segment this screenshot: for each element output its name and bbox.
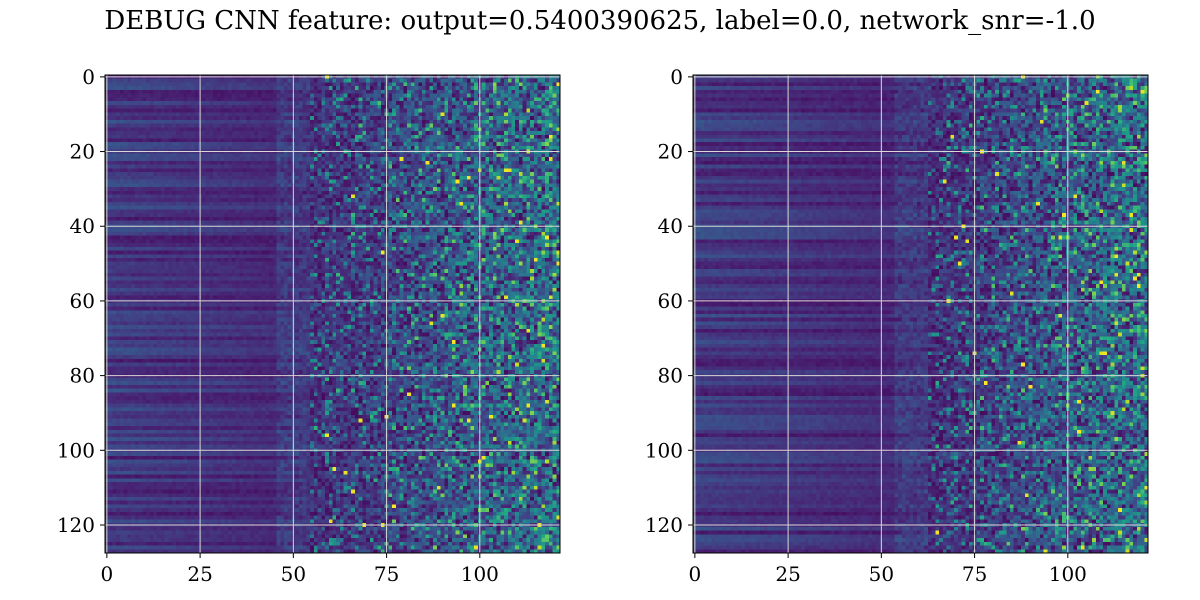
y-tick-label: 40 (658, 214, 683, 238)
y-tick-label: 100 (57, 438, 95, 462)
y-tick-label: 20 (658, 140, 683, 164)
x-tick-label: 0 (688, 562, 701, 586)
x-tick-label: 50 (281, 562, 306, 586)
x-tick-label: 100 (461, 562, 499, 586)
axes-frame-right (692, 74, 1149, 554)
x-tick-label: 25 (187, 562, 212, 586)
figure-title: DEBUG CNN feature: output=0.5400390625, … (104, 6, 1096, 36)
y-tick-label: 40 (70, 214, 95, 238)
x-tick-label: 0 (100, 562, 113, 586)
heatmap-image-left (105, 75, 560, 553)
heatmap-image-right (693, 75, 1148, 553)
y-tick-label: 60 (658, 289, 683, 313)
x-tick-label: 50 (869, 562, 894, 586)
x-tick-label: 25 (775, 562, 800, 586)
y-tick-label: 0 (82, 65, 95, 89)
axes-frame-left (104, 74, 561, 554)
y-tick-label: 120 (57, 513, 95, 537)
y-tick-label: 0 (670, 65, 683, 89)
x-tick-label: 75 (962, 562, 987, 586)
y-tick-label: 60 (70, 289, 95, 313)
y-tick-label: 80 (658, 364, 683, 388)
y-tick-label: 20 (70, 140, 95, 164)
x-tick-label: 100 (1049, 562, 1087, 586)
y-tick-label: 100 (645, 438, 683, 462)
y-tick-label: 120 (645, 513, 683, 537)
x-tick-label: 75 (374, 562, 399, 586)
y-tick-label: 80 (70, 364, 95, 388)
